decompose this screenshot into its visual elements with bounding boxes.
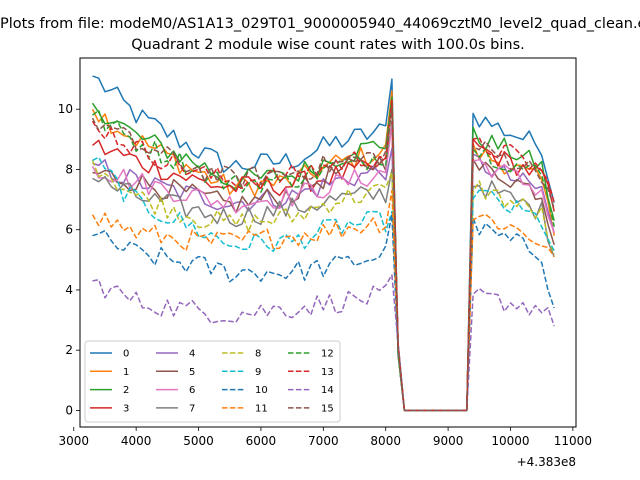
legend-label-1: 1	[123, 367, 129, 378]
legend-label-15: 15	[321, 403, 334, 414]
plot-frame	[79, 57, 577, 428]
y-tick-label: 0	[65, 403, 73, 417]
x-tick-label: 7000	[308, 434, 339, 448]
y-axis: 0 2 4 6 8 10	[58, 102, 80, 417]
x-tick-label: 3000	[58, 434, 89, 448]
series-line-11	[91, 189, 555, 412]
legend-label-6: 6	[189, 385, 195, 396]
x-offset-label: +4.383e8	[517, 455, 576, 469]
series-line-15	[91, 108, 555, 412]
x-tick-label: 4000	[121, 434, 152, 448]
legend-label-8: 8	[255, 349, 261, 360]
series-line-8	[91, 160, 555, 412]
legend-label-12: 12	[321, 349, 334, 360]
legend-label-2: 2	[123, 385, 129, 396]
series-line-4	[92, 147, 555, 412]
y-tick-label: 10	[58, 102, 73, 116]
legend-label-9: 9	[255, 367, 261, 378]
legend-label-10: 10	[255, 385, 268, 396]
series-line-5	[92, 120, 555, 412]
legend-label-5: 5	[189, 367, 195, 378]
y-tick-label: 8	[65, 162, 73, 176]
y-tick-label: 2	[65, 343, 73, 357]
legend-box	[84, 340, 341, 423]
x-tick-label: 10000	[491, 434, 529, 448]
x-tick-label: 8000	[370, 434, 401, 448]
series-line-10	[92, 213, 555, 412]
series-line-12	[92, 102, 555, 412]
series-lines	[91, 75, 555, 412]
series-line-2	[91, 96, 555, 412]
series-line-1	[91, 90, 555, 412]
x-tick-label: 9000	[433, 434, 464, 448]
x-tick-label: 6000	[246, 434, 277, 448]
y-tick-label: 6	[65, 223, 73, 237]
x-tick-label: 5000	[183, 434, 214, 448]
legend-label-13: 13	[321, 367, 334, 378]
figure-suptitle: Plots from file: modeM0/AS1A13_029T01_90…	[0, 16, 640, 32]
legend-label-11: 11	[255, 403, 268, 414]
x-tick-label: 11000	[554, 434, 592, 448]
legend-label-3: 3	[123, 403, 129, 414]
series-line-9	[92, 156, 555, 412]
x-axis: 3000 4000 5000 6000 7000 8000 9000 10000 11000	[58, 427, 592, 448]
y-tick-label: 4	[65, 283, 73, 297]
series-line-14	[92, 274, 555, 412]
legend-label-4: 4	[189, 349, 195, 360]
legend-label-7: 7	[189, 403, 195, 414]
legend-label-0: 0	[123, 349, 129, 360]
series-line-0	[92, 75, 555, 412]
legend-label-14: 14	[321, 385, 334, 396]
chart-title: Quadrant 2 module wise count rates with …	[131, 37, 525, 53]
